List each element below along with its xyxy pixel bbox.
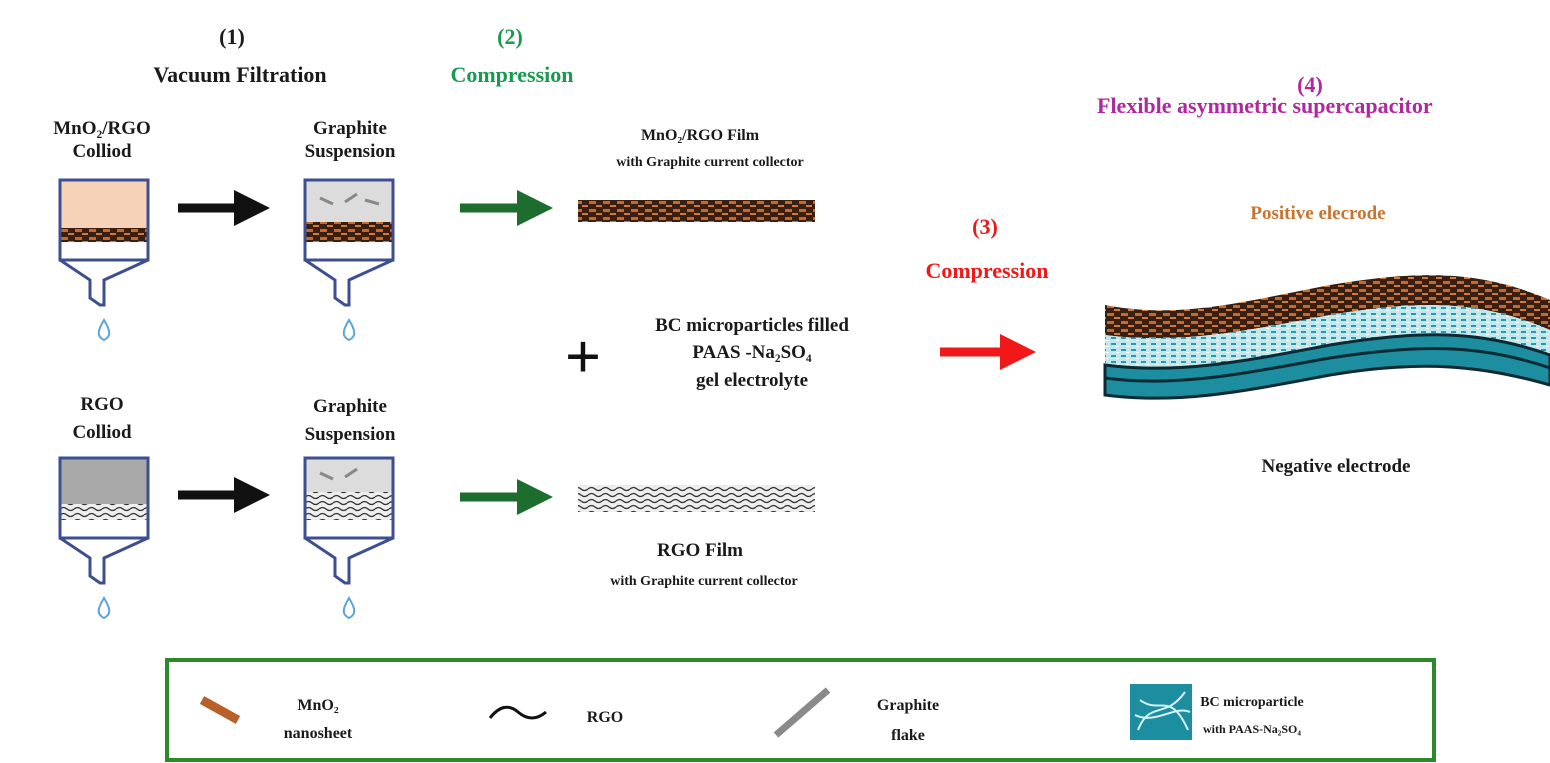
mno2-nanosheet-icon xyxy=(199,696,241,724)
legend: MnO₂ nanosheet RGO Graphite flake BC mic… xyxy=(165,658,1436,762)
legend-graphite-line-1: Graphite xyxy=(877,697,939,714)
supercapacitor-device: Positive elecrode Negative electrode xyxy=(1103,203,1550,477)
step1-number: (1) xyxy=(219,24,245,49)
mno2-film-subtitle: with Graphite current collector xyxy=(616,155,804,170)
negative-electrode-label: Negative electrode xyxy=(1262,456,1411,477)
mno2-rgo-film xyxy=(578,200,815,222)
step1-header: (1) Vacuum Filtration xyxy=(153,24,326,87)
legend-graphite-line-2: flake xyxy=(891,727,925,744)
legend-mno2-line-1: MnO₂ xyxy=(297,697,338,714)
legend-mno2-line-2: nanosheet xyxy=(284,725,353,742)
graphite-suspension-label-b2: Suspension xyxy=(305,424,396,445)
electrolyte-line-1: BC microparticles filled xyxy=(655,315,849,336)
mno2-rgo-colloid-label-2: Colliod xyxy=(72,141,132,162)
legend-item-rgo: RGO xyxy=(488,705,623,726)
funnel-rgo-colloid xyxy=(58,456,150,620)
graphite-suspension-label-2: Suspension xyxy=(305,141,396,162)
step3-title: Compression xyxy=(925,258,1048,283)
step2-number: (2) xyxy=(497,24,523,49)
positive-layer xyxy=(1105,275,1550,339)
plus-sign: + xyxy=(565,321,601,392)
legend-item-bc: BC microparticle with PAAS-Na₂SO₄ xyxy=(1130,684,1304,740)
negative-layer xyxy=(1103,333,1550,400)
step4-title: Flexible asymmetric supercapacitor xyxy=(1097,93,1433,118)
rgo-film-title: RGO Film xyxy=(657,540,743,561)
legend-rgo-line-1: RGO xyxy=(587,709,623,726)
electrolyte-layer xyxy=(1105,305,1550,369)
electrolyte-line-2: PAAS -Na₂SO₄ xyxy=(692,342,812,363)
mno2-rgo-colloid-label-1: MnO₂/RGO xyxy=(53,118,151,139)
top-row: MnO₂/RGO Colliod Graphite Suspension MnO… xyxy=(53,118,815,342)
positive-electrode-label: Positive elecrode xyxy=(1250,203,1385,224)
graphite-suspension-label-b1: Graphite xyxy=(313,396,387,417)
step4-number: (4) xyxy=(1297,72,1323,97)
step3-header: (3) Compression xyxy=(925,214,1048,283)
legend-bc-line-1: BC microparticle xyxy=(1200,695,1304,710)
legend-item-graphite: Graphite flake xyxy=(773,687,939,744)
step3-number: (3) xyxy=(972,214,998,239)
rgo-colloid-label-1: RGO xyxy=(80,394,123,415)
rgo-film xyxy=(578,485,815,512)
step2-header: (2) Compression xyxy=(450,24,573,87)
funnel-mno2-rgo-colloid xyxy=(58,178,150,342)
graphite-flake-icon xyxy=(773,687,831,738)
rgo-wave-icon xyxy=(488,705,547,720)
funnel-graphite-bottom xyxy=(303,456,395,620)
electrolyte-group: + BC microparticles filled PAAS -Na₂SO₄ … xyxy=(565,315,850,392)
funnel-graphite-top xyxy=(303,178,395,342)
graphite-suspension-label-1: Graphite xyxy=(313,118,387,139)
step4-header: (4) Flexible asymmetric supercapacitor xyxy=(1097,72,1433,118)
mno2-film-title: MnO₂/RGO Film xyxy=(641,127,760,144)
bottom-row: RGO Colliod Graphite Suspension RGO Film… xyxy=(58,394,815,620)
legend-item-mno2: MnO₂ nanosheet xyxy=(199,696,353,742)
legend-border xyxy=(165,658,1436,762)
step1-title: Vacuum Filtration xyxy=(153,62,326,87)
rgo-film-subtitle: with Graphite current collector xyxy=(610,574,798,589)
legend-bc-line-2: with PAAS-Na₂SO₄ xyxy=(1203,722,1301,736)
rgo-colloid-label-2: Colliod xyxy=(72,422,132,443)
bc-microparticle-icon xyxy=(1130,684,1192,740)
electrolyte-line-3: gel electrolyte xyxy=(696,370,808,391)
step2-title: Compression xyxy=(450,62,573,87)
